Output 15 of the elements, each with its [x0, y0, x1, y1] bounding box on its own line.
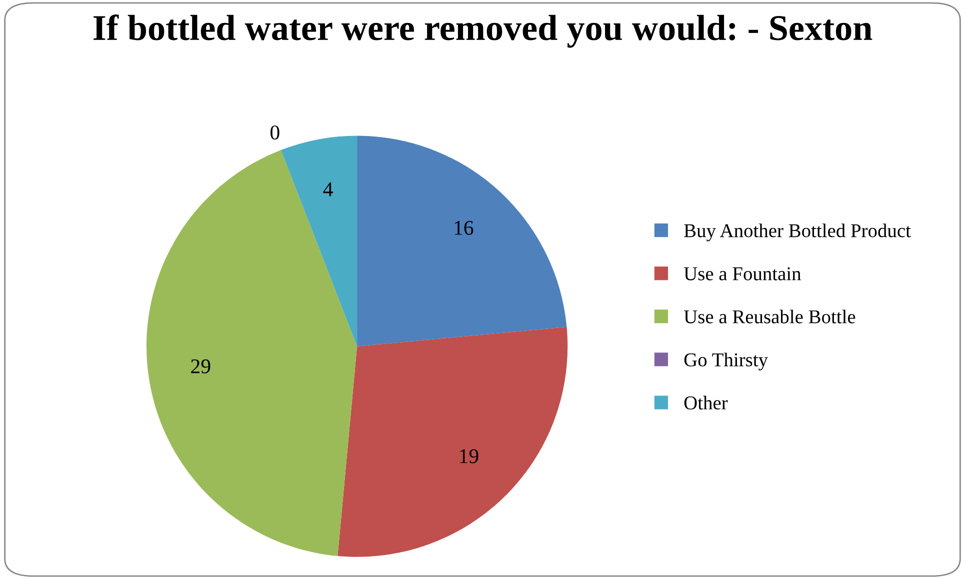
legend-label: Other — [684, 396, 728, 410]
legend-label: Use a Reusable Bottle — [684, 310, 856, 324]
pie-slice — [146, 150, 358, 556]
data-label: 16 — [454, 220, 474, 235]
pie-slice — [338, 326, 568, 557]
data-label: 4 — [323, 182, 333, 196]
pie-slice — [280, 136, 358, 346]
chart-title: If bottled water were removed you would: - Sexton — [94, 14, 872, 48]
pie-slice — [357, 136, 567, 346]
data-label: 29 — [191, 359, 210, 374]
legend-label: Buy Another Bottled Product — [684, 224, 911, 242]
legend-label: Use a Fountain — [684, 267, 801, 280]
legend-label: Go Thirsty — [684, 352, 768, 370]
text: 0 — [270, 125, 280, 140]
data-label: 19 — [460, 449, 478, 464]
